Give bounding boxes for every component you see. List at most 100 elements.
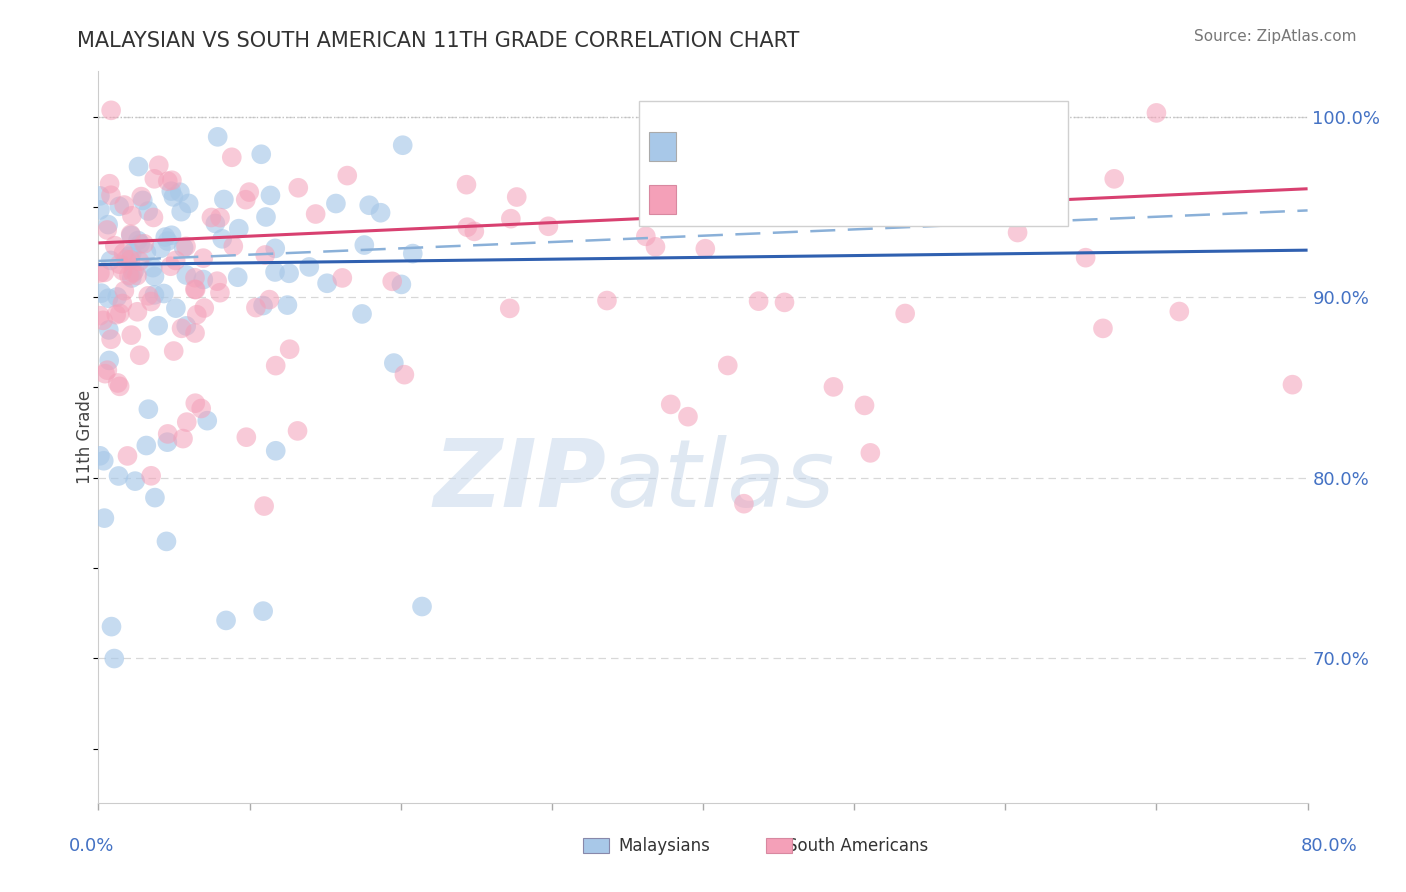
Text: Malaysians: Malaysians bbox=[619, 837, 710, 855]
Point bbox=[112, 284, 135, 298]
Point bbox=[93, 511, 115, 525]
Point bbox=[100, 188, 122, 202]
Point bbox=[111, 263, 134, 277]
Point bbox=[149, 241, 172, 255]
Point bbox=[128, 160, 150, 174]
Point bbox=[153, 286, 176, 301]
Point bbox=[1144, 106, 1167, 120]
Point bbox=[132, 236, 155, 251]
Point bbox=[100, 619, 122, 633]
Point bbox=[250, 147, 273, 161]
Point bbox=[107, 376, 129, 390]
Point bbox=[177, 196, 200, 211]
Point bbox=[1168, 304, 1191, 318]
Point bbox=[148, 158, 170, 172]
Text: 80.0%: 80.0% bbox=[1301, 837, 1357, 855]
Point bbox=[350, 307, 373, 321]
Point bbox=[156, 234, 179, 248]
Text: R = 0.027   N = 82: R = 0.027 N = 82 bbox=[690, 136, 905, 157]
Point bbox=[336, 169, 359, 183]
Point bbox=[499, 301, 522, 316]
Point bbox=[97, 291, 120, 305]
Point bbox=[121, 209, 143, 223]
Point bbox=[228, 221, 250, 235]
Point bbox=[537, 219, 560, 234]
Text: Source: ZipAtlas.com: Source: ZipAtlas.com bbox=[1194, 29, 1357, 44]
Point bbox=[252, 604, 274, 618]
Point bbox=[89, 189, 111, 203]
Point bbox=[853, 398, 876, 412]
Text: atlas: atlas bbox=[606, 435, 835, 526]
Point bbox=[389, 277, 412, 292]
Point bbox=[304, 207, 326, 221]
Point bbox=[94, 367, 117, 381]
Point bbox=[215, 614, 238, 628]
Y-axis label: 11th Grade: 11th Grade bbox=[76, 390, 94, 484]
Point bbox=[957, 129, 980, 144]
Point bbox=[775, 178, 797, 193]
Point bbox=[165, 301, 187, 315]
Point bbox=[122, 264, 145, 278]
Point bbox=[107, 469, 129, 483]
Point bbox=[176, 415, 198, 429]
Point bbox=[121, 246, 143, 260]
Point bbox=[859, 446, 882, 460]
Point bbox=[127, 234, 149, 248]
Point bbox=[221, 150, 243, 164]
Text: 0.0%: 0.0% bbox=[69, 837, 114, 855]
Point bbox=[245, 301, 267, 315]
Point bbox=[118, 249, 141, 263]
Point bbox=[186, 308, 208, 322]
Point bbox=[174, 318, 197, 333]
Point bbox=[506, 190, 529, 204]
Point bbox=[1281, 377, 1303, 392]
Point bbox=[160, 184, 183, 198]
Point bbox=[254, 248, 277, 262]
Point bbox=[148, 318, 170, 333]
Point bbox=[135, 438, 157, 452]
Point bbox=[287, 424, 309, 438]
Point bbox=[1010, 131, 1032, 145]
Point bbox=[117, 449, 139, 463]
Point bbox=[104, 238, 127, 252]
Point bbox=[259, 188, 281, 202]
Point bbox=[259, 293, 281, 307]
Point bbox=[159, 259, 181, 273]
Point bbox=[463, 224, 485, 238]
Point bbox=[731, 194, 754, 209]
Point bbox=[96, 223, 118, 237]
Point bbox=[212, 193, 235, 207]
Point bbox=[128, 254, 150, 268]
Point bbox=[264, 443, 287, 458]
Point bbox=[100, 332, 122, 346]
Point bbox=[160, 228, 183, 243]
Point bbox=[659, 397, 682, 411]
Point bbox=[120, 328, 142, 343]
Point bbox=[89, 309, 111, 323]
Point bbox=[93, 454, 115, 468]
Point bbox=[98, 177, 121, 191]
Point bbox=[108, 306, 131, 320]
Text: ZIP: ZIP bbox=[433, 435, 606, 527]
Point bbox=[124, 474, 146, 488]
Point bbox=[100, 103, 122, 118]
Point bbox=[89, 449, 111, 463]
Point bbox=[169, 185, 191, 199]
Point bbox=[138, 402, 160, 417]
Point bbox=[456, 178, 478, 192]
Point bbox=[170, 204, 193, 219]
Point bbox=[298, 260, 321, 274]
Point bbox=[316, 277, 339, 291]
Point bbox=[238, 185, 260, 199]
Point bbox=[252, 299, 274, 313]
Point bbox=[1102, 171, 1125, 186]
Point bbox=[111, 296, 134, 310]
Point bbox=[135, 245, 157, 260]
Point bbox=[264, 359, 287, 373]
Point bbox=[411, 599, 433, 614]
Point bbox=[136, 204, 159, 219]
Point bbox=[222, 239, 245, 253]
Point bbox=[142, 260, 165, 275]
Point bbox=[172, 432, 194, 446]
Point bbox=[89, 266, 111, 280]
